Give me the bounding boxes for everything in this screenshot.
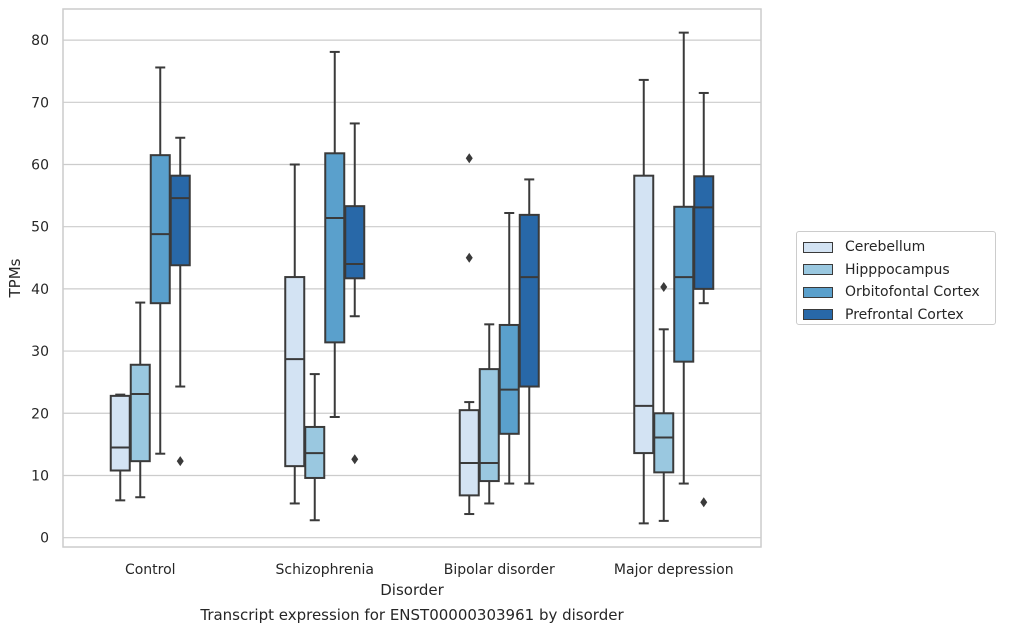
box-group <box>149 66 171 455</box>
box-group <box>169 136 191 467</box>
legend-swatch-cerebellum <box>803 241 833 253</box>
box <box>693 175 715 290</box>
legend-item-orbitofrontal-cortex: Orbitofontal Cortex <box>803 281 989 304</box>
boxes <box>109 31 715 525</box>
box <box>478 368 500 483</box>
box-group <box>478 323 500 505</box>
box-group <box>129 301 151 499</box>
legend-swatch-prefrontal-cortex <box>803 309 833 321</box>
chart-legend: Cerebellum Hipppocampus Orbitofontal Cor… <box>796 231 996 325</box>
box <box>673 205 695 363</box>
box-group <box>304 373 326 522</box>
box <box>498 323 520 435</box>
legend-swatch-hippocampus <box>803 264 833 276</box>
y-tick-label: 50 <box>31 220 49 236</box>
x-tick-label: Schizophrenia <box>276 562 374 578</box>
box-group <box>653 282 675 522</box>
box <box>518 213 540 388</box>
y-axis-label: TPMs <box>6 258 24 298</box>
y-tick-label: 30 <box>31 344 49 360</box>
box <box>169 174 191 267</box>
legend-label-hippocampus: Hipppocampus <box>845 261 950 278</box>
box-group <box>673 31 695 485</box>
box-group <box>324 50 346 419</box>
legend-item-hippocampus: Hipppocampus <box>803 259 989 282</box>
box <box>284 276 306 468</box>
outlier-point <box>176 456 184 467</box>
plot-frame <box>62 8 762 548</box>
box-group <box>458 153 480 516</box>
outlier-point <box>700 497 708 508</box>
legend-label-cerebellum: Cerebellum <box>845 239 926 256</box>
box <box>344 205 366 280</box>
box-group <box>518 178 540 485</box>
box-group <box>344 122 366 465</box>
x-tick-label: Control <box>125 562 176 578</box>
x-tick-label: Bipolar disorder <box>444 562 555 578</box>
box-group <box>284 163 306 505</box>
y-tick-label: 20 <box>31 406 49 422</box>
box-group <box>109 393 131 502</box>
legend-item-cerebellum: Cerebellum <box>803 236 989 259</box>
outlier-point <box>465 252 473 263</box>
box-group <box>633 78 655 525</box>
y-tick-label: 0 <box>40 531 49 547</box>
box <box>458 409 480 497</box>
box <box>149 154 171 305</box>
box-group <box>498 212 520 485</box>
box-group <box>693 91 715 508</box>
box <box>633 174 655 455</box>
legend-item-prefrontal-cortex: Prefrontal Cortex <box>803 304 989 327</box>
outlier-point <box>351 454 359 465</box>
legend-label-prefrontal-cortex: Prefrontal Cortex <box>845 306 964 323</box>
y-tick-label: 60 <box>31 157 49 173</box>
y-tick-label: 40 <box>31 282 49 298</box>
chart-caption: Transcript expression for ENST0000030396… <box>200 606 624 624</box>
outlier-point <box>465 153 473 164</box>
x-tick-label: Major depression <box>614 562 734 578</box>
box <box>109 394 131 472</box>
y-tick-label: 70 <box>31 95 49 111</box>
legend-swatch-orbitofrontal-cortex <box>803 286 833 298</box>
y-tick-label: 10 <box>31 468 49 484</box>
outlier-point <box>660 282 668 293</box>
box <box>129 363 151 463</box>
legend-label-orbitofrontal-cortex: Orbitofontal Cortex <box>845 284 980 301</box>
y-tick-label: 80 <box>31 33 49 49</box>
tick-labels: 0 10 20 30 40 50 60 70 80 Control Schizophrenia Bip… <box>31 33 733 578</box>
box <box>653 412 675 474</box>
box <box>324 152 346 344</box>
x-axis-label: Disorder <box>380 581 444 599</box>
